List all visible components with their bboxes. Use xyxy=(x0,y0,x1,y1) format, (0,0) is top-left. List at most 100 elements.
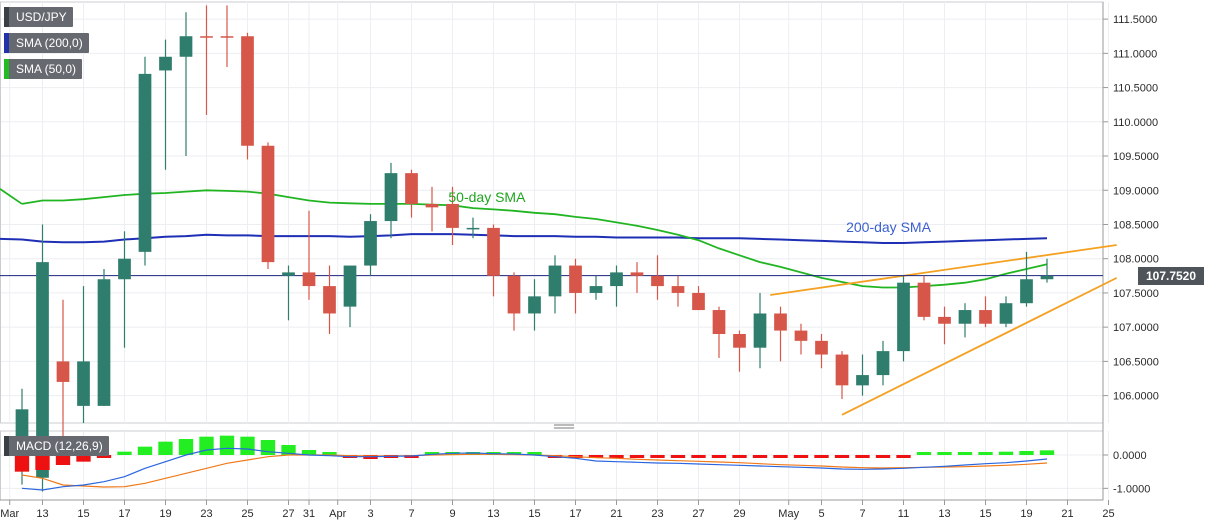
candle-body xyxy=(323,286,336,314)
candle-body xyxy=(692,292,705,311)
lower-trendline xyxy=(841,277,1118,416)
x-tick-label: 17 xyxy=(569,508,581,520)
candle-body xyxy=(507,275,521,314)
candle-body xyxy=(979,310,992,324)
candle-body xyxy=(77,361,90,406)
x-tick-label: 13 xyxy=(36,508,48,520)
legend-macd-swatch xyxy=(4,436,9,456)
macd-histogram-bar xyxy=(691,455,706,458)
x-tick-label: 25 xyxy=(1102,508,1114,520)
candle-body xyxy=(630,272,644,276)
candle-body xyxy=(282,272,295,276)
macd-histogram-bar xyxy=(178,439,194,455)
legend-symbol[interactable]: USD/JPY xyxy=(4,7,73,27)
candle-body xyxy=(897,282,910,352)
macd-histogram-bar xyxy=(1019,451,1034,455)
candle-body xyxy=(610,272,623,287)
macd-histogram-bar xyxy=(957,452,973,455)
candle-body xyxy=(589,286,603,293)
macd-histogram-bar xyxy=(896,455,911,458)
macd-histogram-bar xyxy=(219,435,235,455)
candle-body xyxy=(36,262,49,478)
candle-body xyxy=(651,275,664,287)
x-tick-label: Apr xyxy=(329,508,346,520)
current-price-value: 107.7520 xyxy=(1145,268,1197,283)
macd-histogram-bar xyxy=(875,455,891,458)
legend-sma200-swatch xyxy=(4,33,9,53)
legend-sma50-label: SMA (50,0) xyxy=(16,62,77,76)
candle-body xyxy=(425,203,439,208)
macd-histogram-bar xyxy=(629,455,645,458)
x-tick-label: 21 xyxy=(1061,508,1073,520)
macd-histogram-bar xyxy=(14,455,30,472)
macd-histogram-bar xyxy=(978,452,993,455)
candle-body xyxy=(405,173,418,204)
y-tick-label: 109.5000 xyxy=(1113,151,1159,163)
candle-body xyxy=(815,340,828,355)
candle-body xyxy=(938,316,951,324)
macd-histogram-bar xyxy=(670,455,686,458)
macd-histogram-bar xyxy=(158,441,173,455)
candle-body xyxy=(794,330,808,341)
candle-body xyxy=(774,313,787,331)
macd-histogram-bar xyxy=(527,452,542,455)
current-price-tag: 107.7520 xyxy=(1138,266,1204,285)
x-tick-label: 15 xyxy=(979,508,991,520)
x-tick-label: 25 xyxy=(241,508,253,520)
macd-histogram-bar xyxy=(609,455,624,458)
x-tick-label: 13 xyxy=(487,508,499,520)
macd-histogram-bar xyxy=(240,436,255,455)
y-tick-label: 107.5000 xyxy=(1113,288,1159,300)
macd-histogram-bar xyxy=(998,451,1014,455)
macd-histogram-bar xyxy=(773,455,788,458)
annotation-200-day-sma: 200-day SMA xyxy=(846,219,931,235)
x-tick-label: 7 xyxy=(408,508,414,520)
candle-body xyxy=(220,36,234,38)
x-tick-label: 23 xyxy=(651,508,663,520)
candle-body xyxy=(446,203,459,228)
y-tick-label: 111.5000 xyxy=(1113,14,1157,26)
x-tick-label: 21 xyxy=(610,508,622,520)
macd-histogram-bar xyxy=(260,440,276,455)
legend-macd-label: MACD (12,26,9) xyxy=(16,439,103,453)
candle-body xyxy=(364,221,377,266)
candle-body xyxy=(466,227,480,230)
macd-histogram-bar xyxy=(55,455,71,465)
macd-line xyxy=(21,447,1048,491)
macd-histogram-bar xyxy=(916,452,932,455)
x-tick-label: 7 xyxy=(859,508,865,520)
candle-body xyxy=(241,36,254,146)
candle-body xyxy=(712,310,726,335)
candle-body xyxy=(958,310,972,324)
macd-y-tick-label: 0.0000 xyxy=(1113,450,1147,462)
macd-histogram-bar xyxy=(650,455,665,458)
sma200-line-lead xyxy=(0,237,23,241)
x-tick-label: 3 xyxy=(367,508,373,520)
x-tick-label: 13 xyxy=(938,508,950,520)
macd-histogram-bar xyxy=(752,455,768,458)
legend-sma200[interactable]: SMA (200,0) xyxy=(4,33,89,53)
candle-body xyxy=(835,354,849,386)
candle-body xyxy=(56,361,70,382)
macd-y-tick-label: -1.0000 xyxy=(1113,483,1150,495)
macd-histogram-bar xyxy=(281,445,296,455)
x-tick-label: 23 xyxy=(200,508,212,520)
sma50-line-lead xyxy=(0,188,23,205)
candle-body xyxy=(97,279,111,406)
candle-body xyxy=(917,282,931,317)
macd-histogram-bar xyxy=(814,455,829,458)
macd-histogram-bar xyxy=(137,446,153,455)
candles-group xyxy=(15,5,1054,492)
macd-histogram-bar xyxy=(937,452,952,455)
candle-body xyxy=(733,334,746,348)
y-tick-label: 106.5000 xyxy=(1113,356,1159,368)
x-tick-label: 27 xyxy=(692,508,704,520)
candle-body xyxy=(200,36,213,38)
legend-sma50[interactable]: SMA (50,0) xyxy=(4,59,83,79)
candle-body xyxy=(302,272,316,287)
macd-histogram-bar xyxy=(424,452,440,455)
candle-body xyxy=(384,173,398,222)
legend-macd[interactable]: MACD (12,26,9) xyxy=(4,436,109,456)
